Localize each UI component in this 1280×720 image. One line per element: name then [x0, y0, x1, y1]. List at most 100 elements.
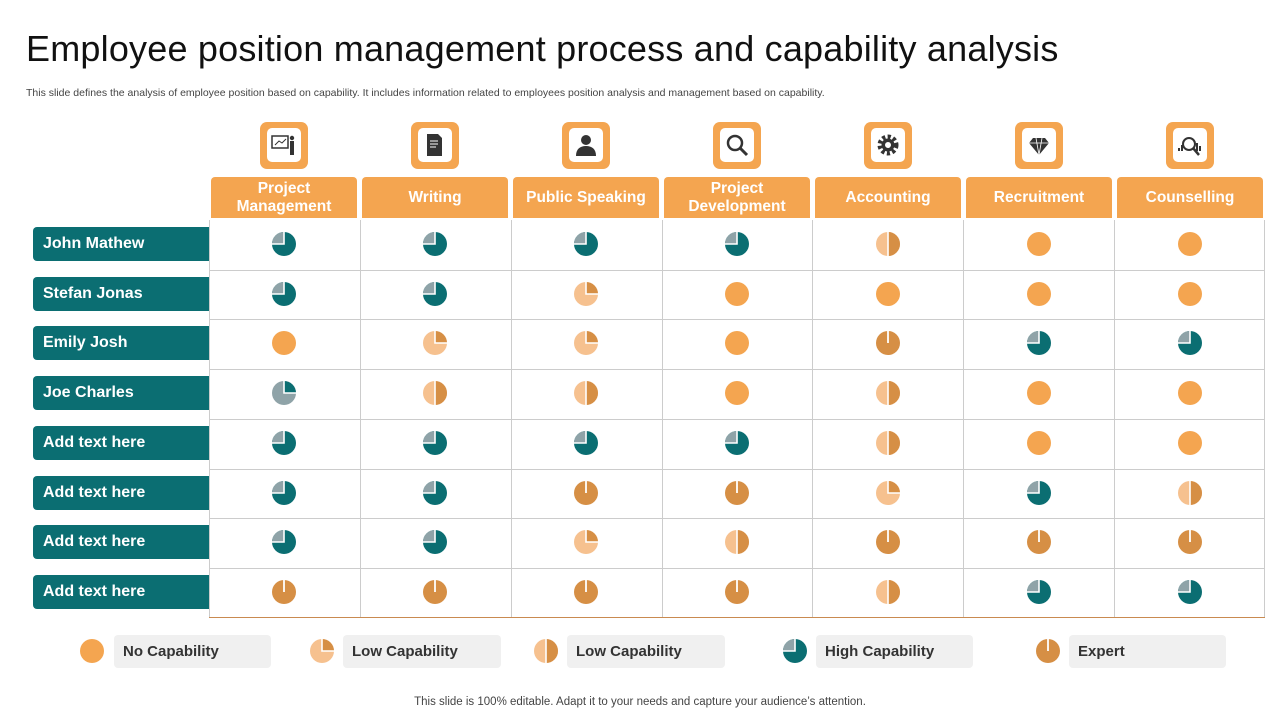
capability-low-quarter-icon: [875, 479, 901, 506]
legend-label: No Capability: [114, 635, 271, 668]
column-header: Writing: [362, 177, 508, 218]
grid-line: [1264, 220, 1265, 617]
capability-high-icon: [573, 429, 599, 456]
grid-line: [209, 220, 210, 617]
capability-high-icon: [422, 529, 448, 555]
capability-high-icon: [422, 429, 448, 456]
grid-line: [1114, 220, 1115, 617]
capability-high-icon: [1026, 330, 1052, 356]
grid-line: [209, 567, 1265, 569]
legend-label: Expert: [1069, 635, 1226, 668]
capability-expert-icon: [1026, 529, 1052, 555]
grid-line: [963, 220, 964, 617]
legend-high-icon: [782, 638, 808, 664]
capability-low-half-icon: [875, 578, 901, 605]
capability-low-half-icon: [724, 529, 750, 556]
capability-teal-quarter-icon: [271, 380, 297, 406]
capability-expert-icon: [271, 578, 297, 605]
capability-high-icon: [1026, 578, 1052, 605]
capability-expert-icon: [875, 330, 901, 356]
legend-low-quarter-icon: [309, 638, 335, 664]
capability-high-icon: [573, 231, 599, 257]
diamond-icon: [1015, 122, 1063, 169]
footer-note: This slide is 100% editable. Adapt it to…: [414, 696, 866, 708]
capability-expert-icon: [724, 479, 750, 506]
capability-high-icon: [422, 231, 448, 257]
capability-expert-icon: [573, 578, 599, 605]
grid-line: [360, 220, 361, 617]
capability-none-icon: [875, 281, 901, 307]
legend-label: High Capability: [816, 635, 973, 668]
presentation-icon: [260, 122, 308, 169]
capability-low-quarter-icon: [422, 330, 448, 356]
capability-low-quarter-icon: [573, 330, 599, 356]
capability-high-icon: [271, 479, 297, 506]
grid-line: [662, 220, 663, 617]
grid-line: [209, 418, 1265, 420]
legend-label: Low Capability: [343, 635, 501, 668]
grid-line: [209, 319, 1265, 321]
capability-high-icon: [422, 479, 448, 506]
grid-line: [511, 220, 512, 617]
grid-line: [209, 269, 1265, 271]
capability-high-icon: [724, 231, 750, 257]
capability-high-icon: [271, 231, 297, 257]
capability-high-icon: [1177, 330, 1203, 356]
capability-low-quarter-icon: [573, 280, 599, 307]
legend-expert-icon: [1035, 638, 1061, 664]
capability-high-icon: [271, 429, 297, 456]
analytics-icon: [1166, 122, 1214, 169]
capability-none-icon: [1177, 231, 1203, 257]
capability-none-icon: [1177, 281, 1203, 307]
column-header: Accounting: [815, 177, 961, 218]
capability-high-icon: [724, 429, 750, 456]
capability-none-icon: [1177, 380, 1203, 406]
capability-low-half-icon: [1177, 479, 1203, 506]
capability-low-half-icon: [875, 380, 901, 407]
capability-expert-icon: [875, 529, 901, 555]
column-header: Counselling: [1117, 177, 1263, 218]
legend-label: Low Capability: [567, 635, 725, 668]
capability-high-icon: [271, 529, 297, 555]
gear-icon: [864, 122, 912, 169]
capability-none-icon: [1026, 231, 1052, 257]
capability-expert-icon: [573, 479, 599, 506]
capability-high-icon: [1026, 479, 1052, 506]
capability-low-half-icon: [573, 380, 599, 407]
magnifier-icon: [713, 122, 761, 169]
capability-none-icon: [1026, 281, 1052, 307]
grid-line: [812, 220, 813, 617]
employee-label: John Mathew: [33, 227, 209, 261]
capability-expert-icon: [1177, 529, 1203, 555]
capability-low-half-icon: [422, 380, 448, 407]
capability-high-icon: [422, 280, 448, 307]
table-bottom-line: [209, 617, 1265, 618]
grid-line: [209, 369, 1265, 371]
capability-none-icon: [271, 330, 297, 356]
column-header: Recruitment: [966, 177, 1112, 218]
capability-none-icon: [724, 281, 750, 307]
capability-low-half-icon: [875, 231, 901, 257]
grid-line: [209, 468, 1265, 470]
employee-label: Add text here: [33, 574, 209, 609]
employee-label: Emily Josh: [33, 326, 209, 361]
capability-low-half-icon: [875, 429, 901, 456]
legend-none-icon: [79, 638, 105, 664]
grid-line: [209, 518, 1265, 520]
employee-label: Joe Charles: [33, 376, 209, 411]
capability-expert-icon: [724, 578, 750, 605]
column-header: Project Management: [211, 177, 357, 218]
page-title: Employee position management process and…: [26, 28, 1059, 69]
employee-label: Add text here: [33, 525, 209, 560]
capability-none-icon: [724, 380, 750, 406]
capability-none-icon: [1026, 430, 1052, 456]
employee-label: Add text here: [33, 475, 209, 510]
capability-high-icon: [271, 280, 297, 307]
employee-label: Add text here: [33, 425, 209, 460]
capability-low-quarter-icon: [573, 529, 599, 555]
person-icon: [562, 122, 610, 169]
column-header: Public Speaking: [513, 177, 659, 218]
document-icon: [411, 122, 459, 169]
capability-high-icon: [1177, 578, 1203, 605]
capability-expert-icon: [422, 578, 448, 605]
